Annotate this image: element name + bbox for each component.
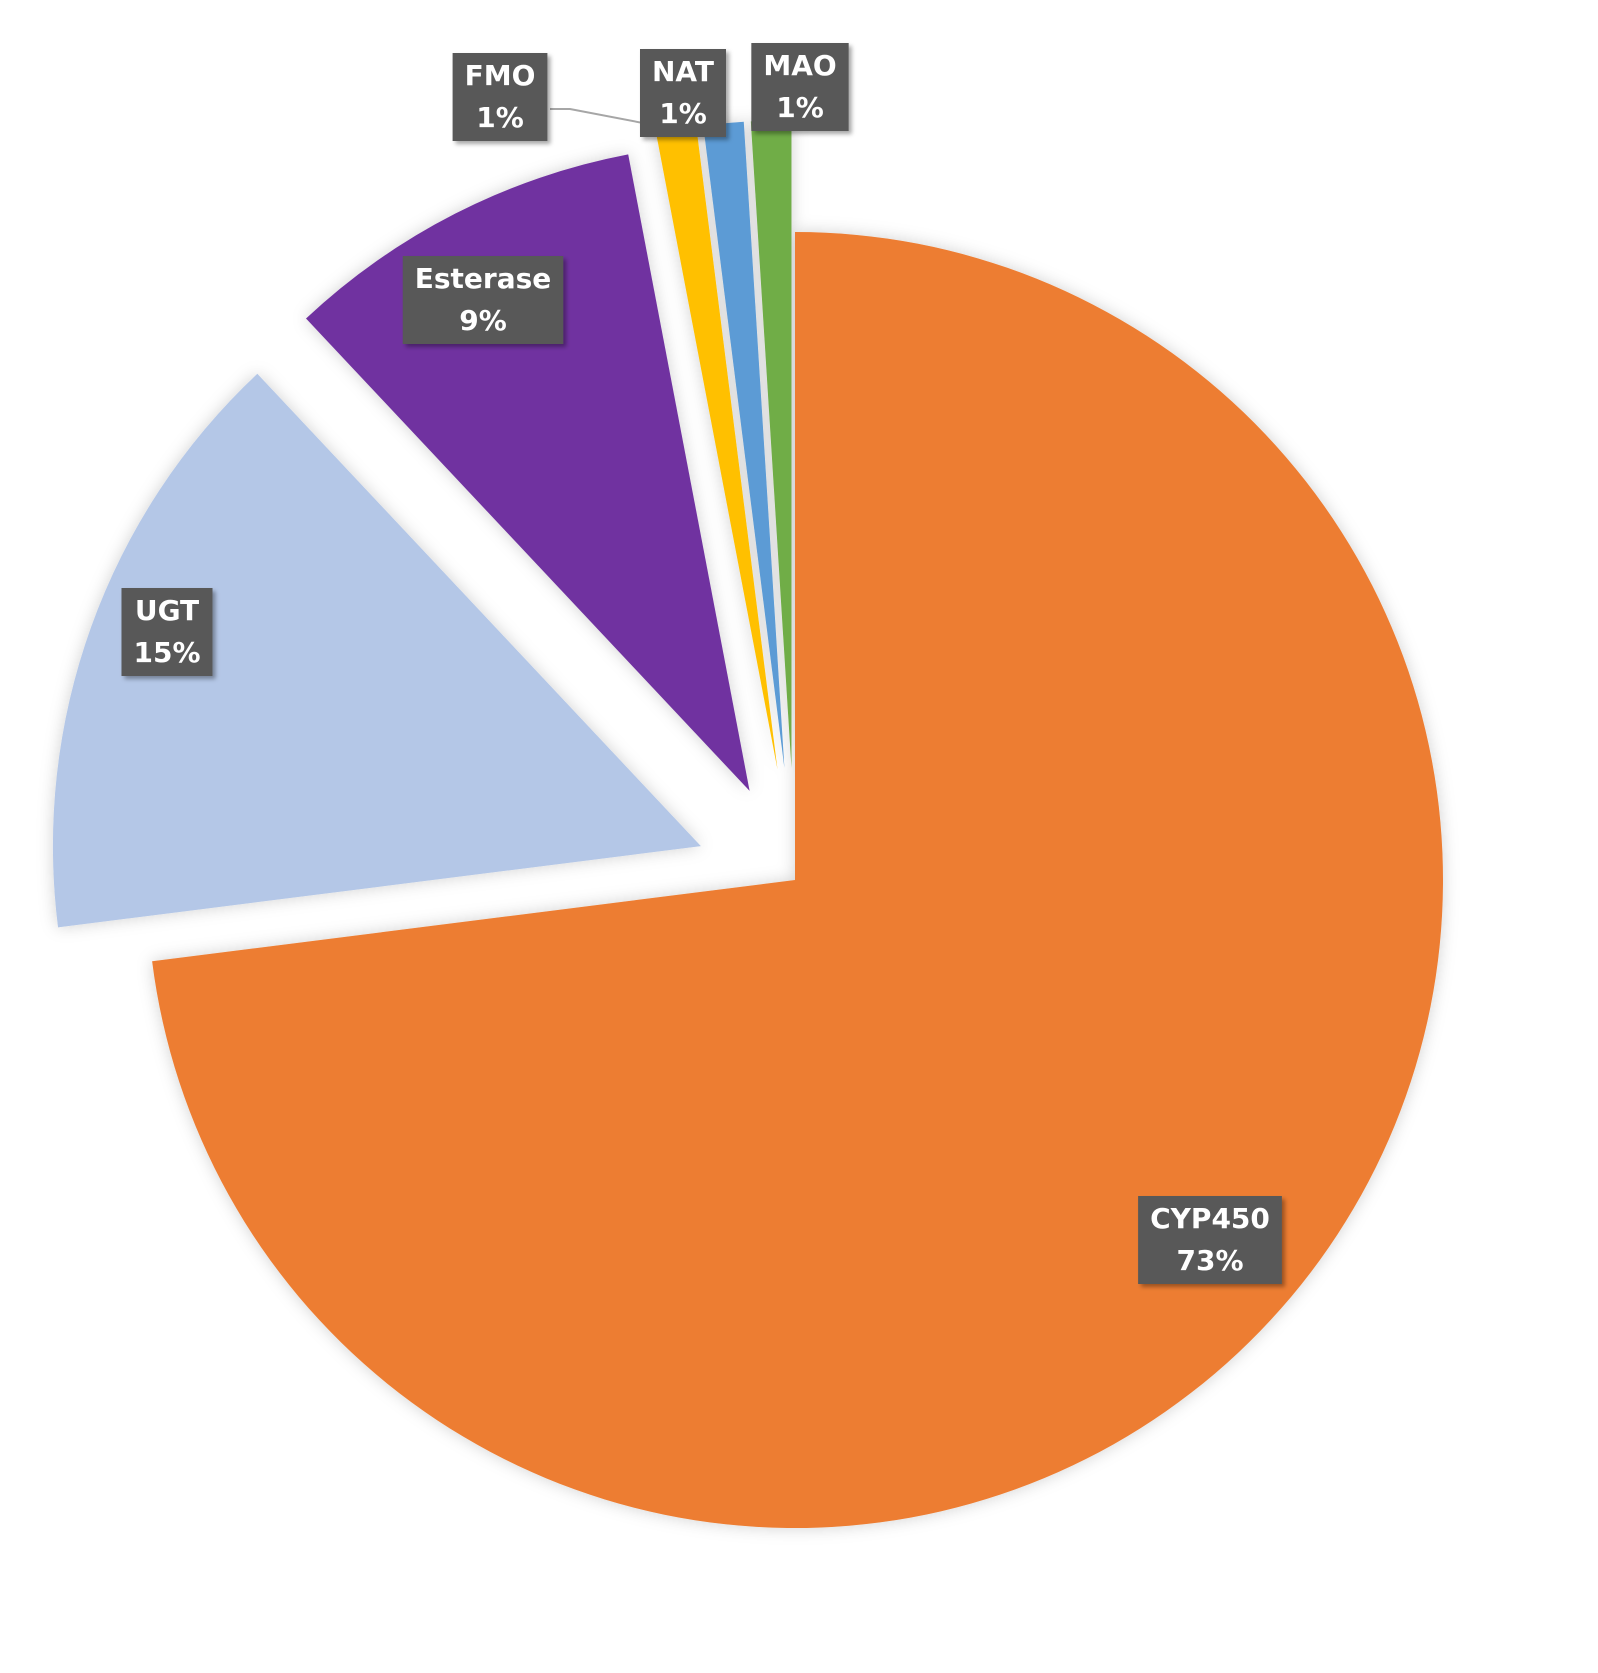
value-label: 9% [459,304,507,337]
slice-label: MAO [763,49,836,82]
label-box [751,43,849,131]
slice-label: NAT [652,55,714,88]
value-label: 15% [133,636,200,669]
value-label: 1% [659,97,707,130]
value-label: 1% [776,91,824,124]
pie-slice [52,373,701,928]
value-label: 1% [476,101,524,134]
pie-slice [703,121,785,769]
label-box [639,49,727,137]
pie [52,120,1444,1528]
label-box [1138,1196,1282,1284]
slice-label: UGT [135,594,199,627]
pie-slice [152,232,1444,1528]
labels: CYP450 73% UGT 15% Esterase 9% FMO 1% NAT 1% MAO 1% [121,43,1282,1284]
label-box [452,53,548,141]
pie-slice [656,126,778,770]
pie-slice [750,120,792,769]
label-box [402,256,564,344]
label-box [121,588,213,676]
value-label: 73% [1176,1244,1243,1277]
slice-label: Esterase [415,262,552,295]
slice-label: FMO [465,59,536,92]
slice-label: CYP450 [1150,1202,1270,1235]
